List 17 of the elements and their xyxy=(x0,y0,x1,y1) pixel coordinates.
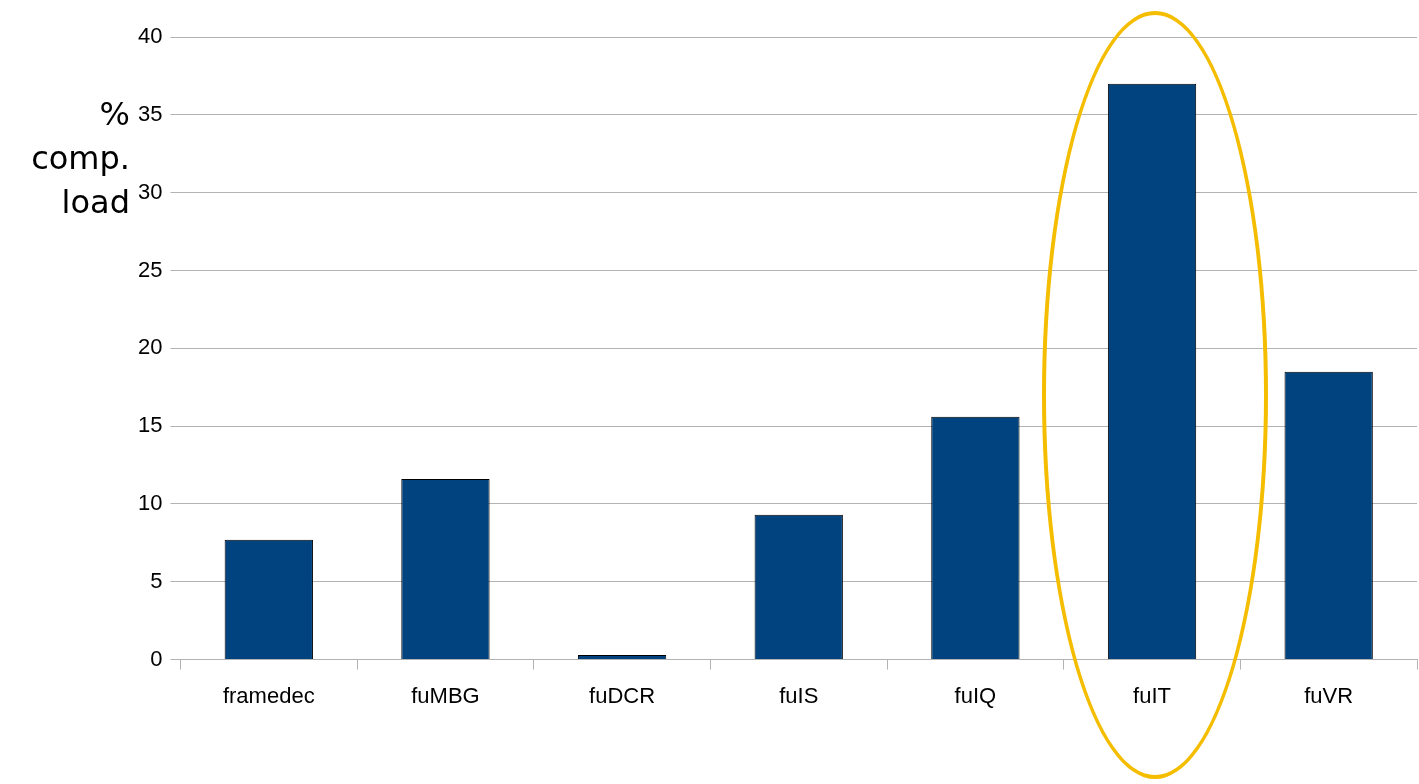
x-tick-label: fuDCR xyxy=(589,682,656,708)
y-axis-title: % comp. load xyxy=(30,94,130,223)
y-tick-label: 35 xyxy=(137,100,163,126)
y-tick-label: 25 xyxy=(137,256,163,282)
x-tick-label: fuIS xyxy=(779,682,819,708)
x-tick-label: framedec xyxy=(222,682,315,708)
y-tick-label: 40 xyxy=(137,23,163,49)
y-tick-label: 15 xyxy=(137,412,163,438)
y-tick-label: 20 xyxy=(137,334,163,360)
x-tick-label: fuIT xyxy=(1133,682,1171,708)
y-tick-label: 30 xyxy=(137,178,163,204)
y-tick-label: 5 xyxy=(150,567,163,593)
x-tick-label: fuIQ xyxy=(954,682,997,708)
y-tick-label: 10 xyxy=(137,490,163,516)
x-tick-label: fuMBG xyxy=(411,682,480,708)
y-tick-label: 0 xyxy=(150,645,163,671)
x-tick-label: fuVR xyxy=(1304,682,1354,708)
